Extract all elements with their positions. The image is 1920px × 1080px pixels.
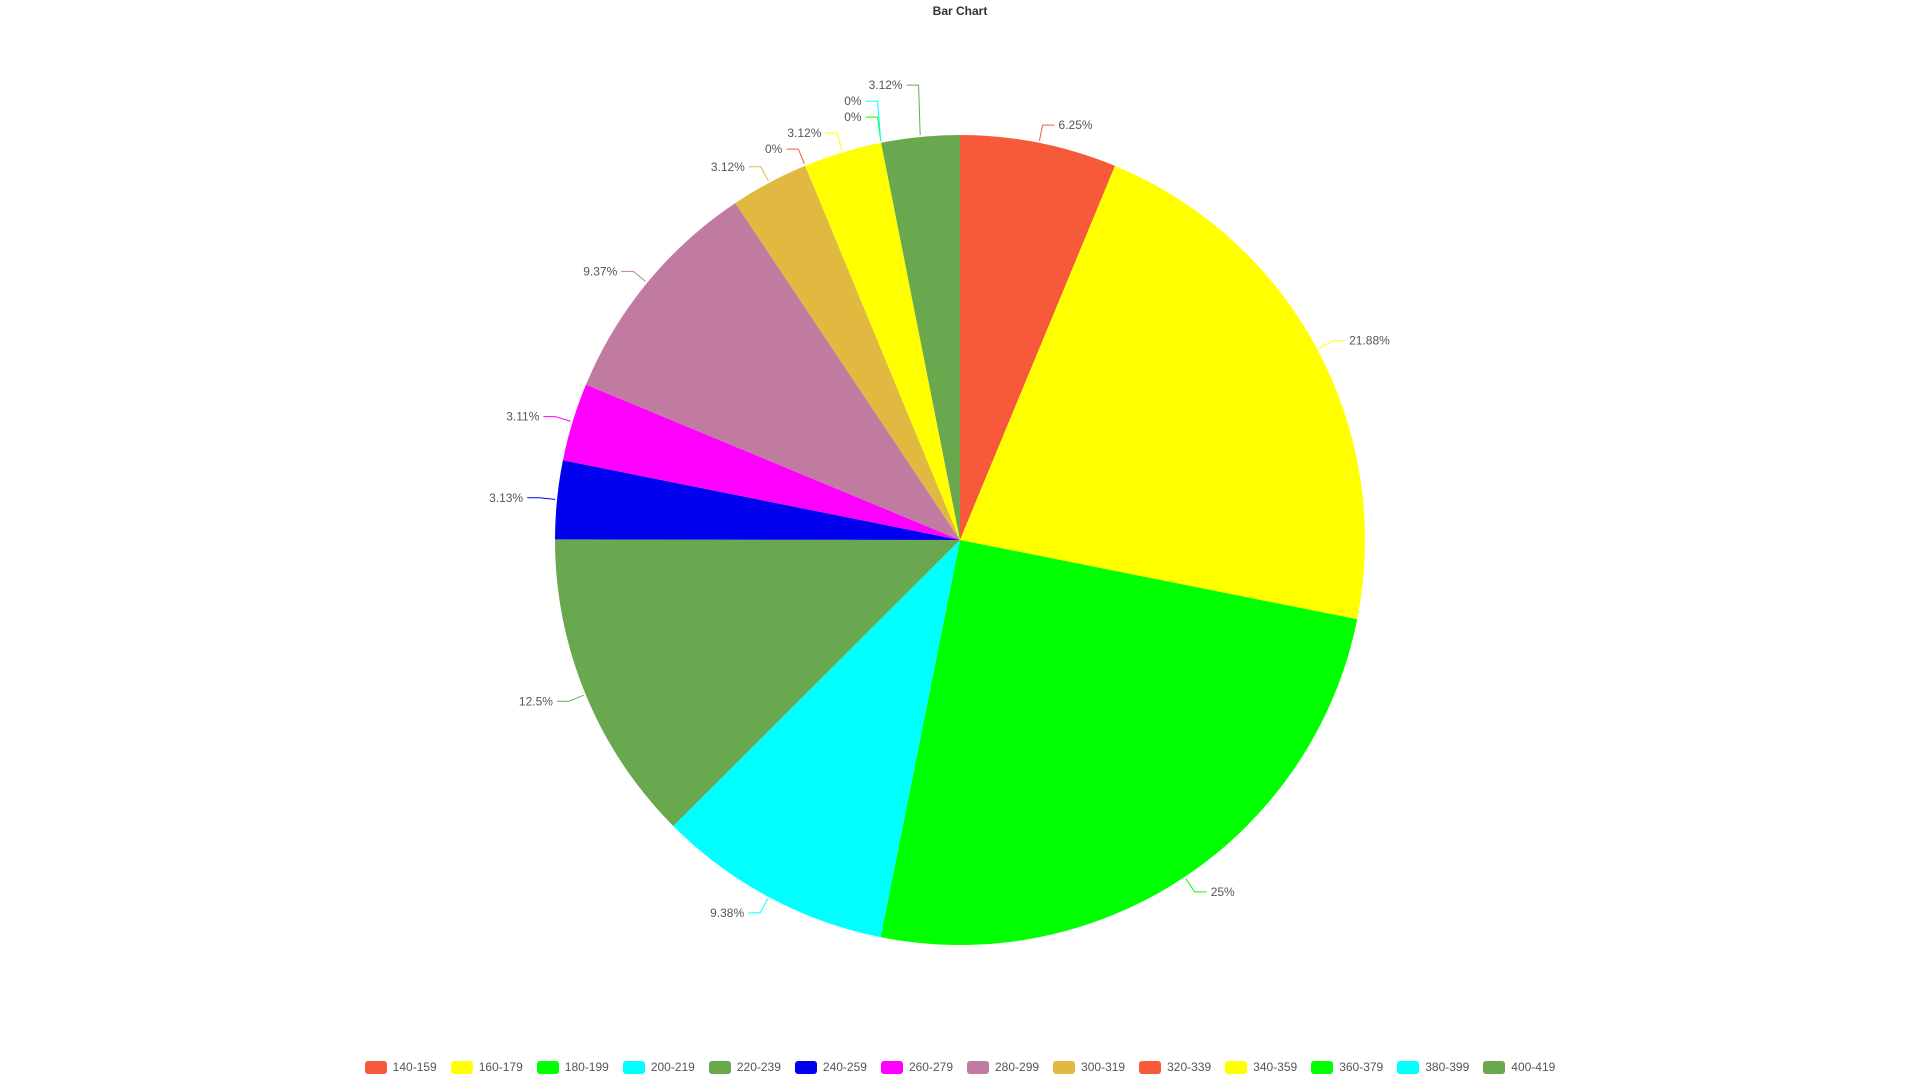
slice-label-380-399: 0% [844,94,862,108]
pie-slice-200-219 [673,540,960,938]
label-leader-260-279 [543,416,571,422]
chart-title: Bar Chart [932,4,988,18]
legend-item-220-239[interactable]: 220-239 [708,1060,781,1074]
legend-swatch [794,1060,817,1074]
legend-item-240-259[interactable]: 240-259 [794,1060,867,1074]
slice-label-360-379: 0% [844,110,862,124]
label-leader-300-319 [748,166,769,182]
legend-item-300-319[interactable]: 300-319 [1053,1060,1125,1074]
slice-label-160-179: 21.88% [1349,334,1390,348]
legend-label: 280-299 [995,1060,1040,1074]
legend-label: 200-219 [650,1060,695,1074]
legend-swatch [536,1060,559,1074]
legend-label: 180-199 [564,1060,609,1074]
slice-label-140-159: 6.25% [1059,118,1093,132]
label-leader-340-359 [825,132,843,151]
legend-item-140-159[interactable]: 140-159 [364,1060,437,1074]
pie-slice-240-259 [555,460,960,540]
legend-item-200-219[interactable]: 200-219 [622,1060,695,1074]
label-leader-240-259 [527,497,556,500]
slice-label-180-199: 25% [1211,885,1235,899]
legend-item-280-299[interactable]: 280-299 [967,1060,1039,1074]
label-leader-180-199 [1185,878,1207,893]
legend-swatch [880,1060,903,1074]
legend-swatch [450,1060,473,1074]
pie-slices [555,135,1365,945]
legend-label: 340-359 [1253,1060,1298,1074]
legend-swatch [1053,1060,1076,1074]
label-leader-140-159 [1038,124,1055,141]
legend-swatch [1139,1060,1162,1074]
legend-swatch [1483,1060,1506,1074]
label-leader-400-419 [906,84,921,135]
slice-label-340-359: 3.12% [787,126,821,140]
pie-slice-180-199 [880,540,1358,945]
legend-label: 260-279 [908,1060,953,1074]
legend-swatch [622,1060,645,1074]
legend: 140-159 160-179 180-199 200-219 220-239 240-2… [0,1060,1920,1074]
legend-swatch [364,1060,387,1074]
slice-label-220-239: 12.5% [519,694,553,708]
legend-item-180-199[interactable]: 180-199 [536,1060,609,1074]
legend-item-160-179[interactable]: 160-179 [450,1060,523,1074]
legend-label: 140-159 [392,1060,437,1074]
legend-label: 320-339 [1167,1060,1212,1074]
legend-swatch [1311,1060,1334,1074]
label-leader-200-219 [748,898,769,914]
legend-swatch [967,1060,989,1074]
legend-label: 400-419 [1511,1060,1556,1074]
pie-slice-220-239 [555,539,960,826]
legend-label: 160-179 [478,1060,523,1074]
label-leader-280-299 [621,270,646,282]
slice-label-260-279: 3.11% [506,410,539,424]
legend-item-360-379[interactable]: 360-379 [1311,1060,1383,1074]
pie-slice-160-179 [960,165,1365,620]
label-leader-160-179 [1318,340,1346,349]
pie-slice-260-279 [562,384,960,540]
pie-chart: 6.25% 21.88% 25% 9.38% 12.5% 3.13% 3.11% 9.37% 3… [489,78,1390,945]
slice-labels: 6.25% 21.88% 25% 9.38% 12.5% 3.13% 3.11% 9.37% 3… [489,78,1390,920]
pie-slice-340-359 [805,142,960,540]
legend-label: 220-239 [736,1060,781,1074]
slice-label-300-319: 3.12% [711,160,745,174]
label-leader-320-339 [786,148,805,165]
legend-label: 300-319 [1081,1060,1126,1074]
legend-item-380-399[interactable]: 380-399 [1397,1060,1469,1074]
slice-label-320-339: 0% [765,142,783,156]
pie-slice-300-319 [735,165,960,540]
label-leader-380-399 [865,100,882,141]
slice-label-400-419: 3.12% [869,78,903,92]
pie-slice-400-419 [881,135,960,540]
slice-label-280-299: 9.37% [583,264,617,278]
pie-slice-140-159 [960,135,1116,540]
legend-label: 360-379 [1339,1060,1384,1074]
pie-slice-280-299 [585,203,960,540]
legend-item-400-419[interactable]: 400-419 [1483,1060,1555,1074]
label-leader-220-239 [556,694,584,702]
legend-item-320-339[interactable]: 320-339 [1139,1060,1211,1074]
legend-item-260-279[interactable]: 260-279 [880,1060,953,1074]
legend-swatch [708,1060,731,1074]
legend-swatch [1225,1060,1248,1074]
slice-label-240-259: 3.13% [489,491,523,505]
legend-label: 380-399 [1425,1060,1470,1074]
label-leader-360-379 [865,116,882,141]
slice-label-200-219: 9.38% [710,906,744,920]
legend-label: 240-259 [822,1060,867,1074]
legend-item-340-359[interactable]: 340-359 [1225,1060,1297,1074]
legend-swatch [1397,1060,1420,1074]
